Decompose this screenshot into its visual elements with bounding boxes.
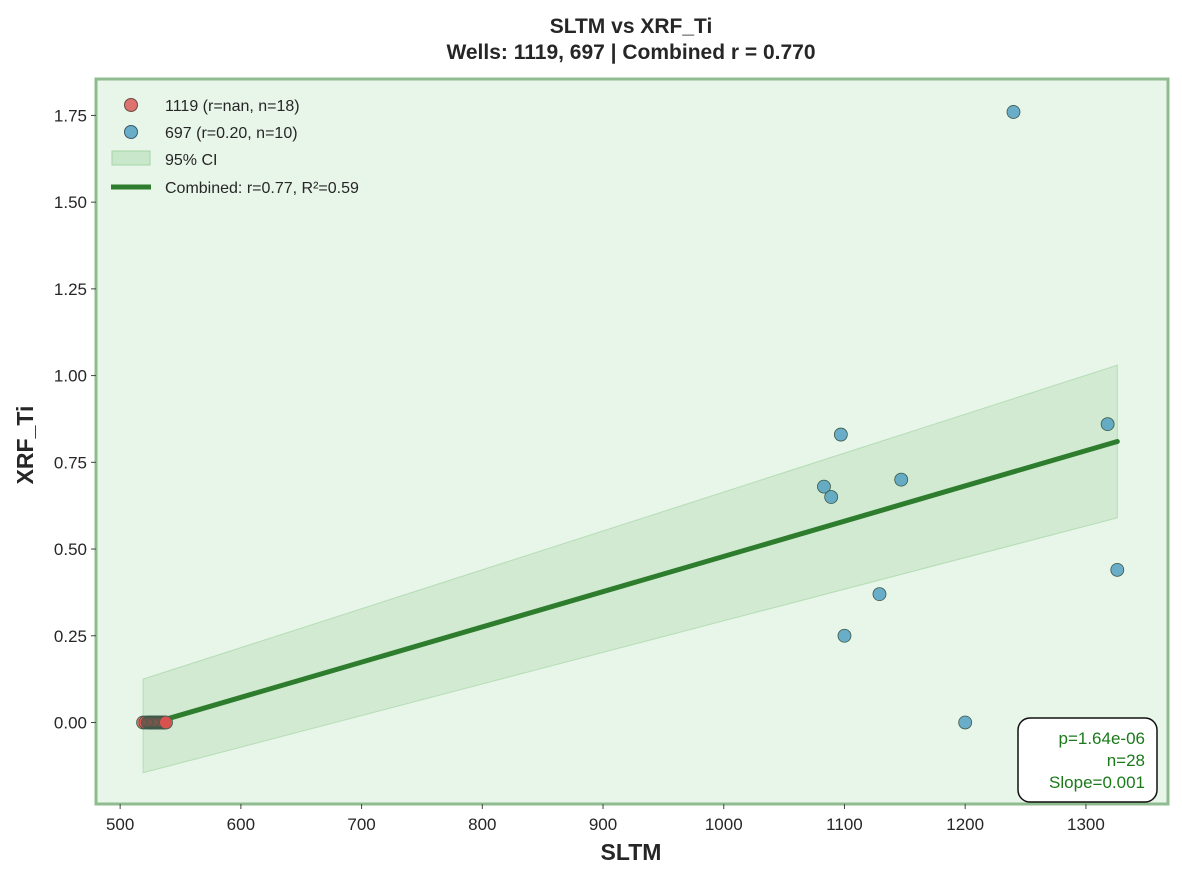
legend-swatch-ci bbox=[111, 150, 151, 166]
legend-label-ci: 95% CI bbox=[165, 152, 217, 169]
y-tick-label-1.75: 1.75 bbox=[54, 106, 87, 125]
point-697-7 bbox=[872, 587, 887, 602]
point-697-3 bbox=[817, 479, 831, 494]
x-tick-label-500: 500 bbox=[106, 815, 134, 834]
stats-box-frame bbox=[1017, 717, 1158, 803]
x-tick-label-1200: 1200 bbox=[946, 815, 984, 834]
point-697-0 bbox=[1006, 105, 1021, 119]
plot-frame bbox=[94, 77, 1170, 806]
y-tick-label-0.5: 0.50 bbox=[54, 540, 87, 559]
legend-label-697: 697 (r=0.20, n=10) bbox=[165, 125, 298, 142]
x-axis-label: SLTM bbox=[601, 839, 662, 865]
y-axis-label: XRF_Ti bbox=[12, 406, 38, 485]
point-697-2 bbox=[1100, 417, 1115, 432]
x-tick-label-700: 700 bbox=[347, 815, 375, 834]
x-tick-label-600: 600 bbox=[227, 815, 255, 834]
regression-line bbox=[140, 439, 1120, 729]
x-tick-label-1100: 1100 bbox=[826, 815, 863, 834]
x-tick-label-800: 800 bbox=[468, 815, 496, 834]
legend-marker-697 bbox=[124, 125, 138, 139]
legend-marker-1119 bbox=[124, 98, 138, 112]
stats-slope: Slope=0.001 bbox=[1049, 773, 1145, 792]
ci-band bbox=[142, 364, 1118, 774]
point-697-4 bbox=[824, 490, 839, 504]
point-1119-17 bbox=[159, 715, 173, 730]
x-tick-label-1000: 1000 bbox=[705, 815, 743, 834]
point-697-9 bbox=[958, 715, 973, 730]
regression-layer bbox=[140, 439, 1120, 729]
y-tick-label-0.25: 0.25 bbox=[54, 627, 87, 646]
chart-title: SLTM vs XRF_Ti bbox=[550, 15, 713, 38]
x-axis: 500 600 700 800 900 1000 1100 1200 1300 bbox=[106, 804, 1105, 834]
point-697-5 bbox=[894, 472, 909, 487]
points-layer bbox=[136, 105, 1125, 730]
y-tick-label-1.5: 1.50 bbox=[54, 193, 87, 212]
y-tick-label-0: 0.00 bbox=[54, 713, 87, 732]
x-tick-label-900: 900 bbox=[589, 815, 617, 834]
stats-n: n=28 bbox=[1107, 751, 1145, 770]
point-697-8 bbox=[837, 628, 852, 643]
y-tick-label-0.75: 0.75 bbox=[54, 453, 87, 472]
stats-p-value: p=1.64e-06 bbox=[1059, 729, 1146, 748]
x-tick-label-1300: 1300 bbox=[1067, 815, 1105, 834]
plot-background bbox=[96, 79, 1168, 804]
stats-box: p=1.64e-06 n=28 Slope=0.001 bbox=[1017, 717, 1158, 803]
legend: 1119 (r=nan, n=18) 697 (r=0.20, n=10) 95… bbox=[111, 98, 359, 197]
chart-subtitle: Wells: 1119, 697 | Combined r = 0.770 bbox=[446, 41, 815, 64]
legend-label-regression: Combined: r=0.77, R²=0.59 bbox=[165, 180, 359, 197]
y-tick-label-1.25: 1.25 bbox=[54, 280, 87, 299]
legend-label-1119: 1119 (r=nan, n=18) bbox=[165, 98, 300, 115]
y-tick-label-1: 1.00 bbox=[54, 367, 87, 386]
confidence-band-layer bbox=[142, 364, 1118, 774]
point-697-1 bbox=[833, 427, 848, 442]
y-axis: 0.00 0.25 0.50 0.75 1.00 1.25 1.50 1.75 bbox=[54, 106, 96, 732]
point-697-6 bbox=[1110, 562, 1125, 577]
